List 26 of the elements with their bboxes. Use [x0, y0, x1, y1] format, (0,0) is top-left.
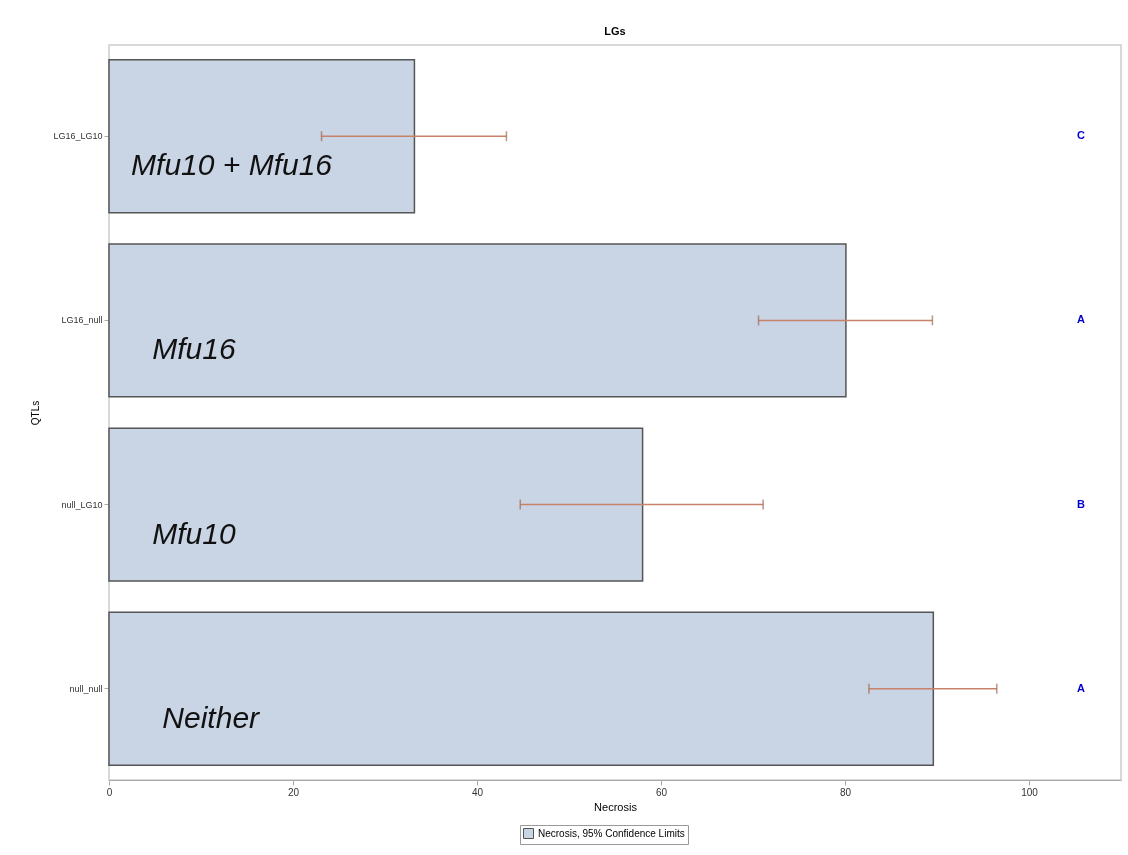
- bar: [108, 243, 847, 398]
- bar: [108, 611, 935, 767]
- x-tick-label: 20: [287, 786, 300, 798]
- x-tick-label: 100: [1021, 786, 1039, 798]
- annotation: C: [1077, 129, 1086, 142]
- y-tick-label: LG16_LG10: [53, 131, 103, 142]
- x-tick-label: 40: [471, 786, 484, 798]
- legend-label: Necrosis, 95% Confidence Limits: [538, 827, 685, 839]
- annotation: A: [1077, 313, 1086, 326]
- y-tick-label: null_LG10: [61, 499, 103, 510]
- annotation: B: [1077, 497, 1086, 510]
- x-axis-title: Necrosis: [594, 800, 638, 813]
- x-tick-label: 80: [839, 786, 852, 798]
- annotation: Mfu10 + Mfu16: [131, 148, 333, 182]
- bar: [108, 58, 416, 214]
- y-tick-label: LG16_null: [61, 315, 103, 326]
- bar: [108, 427, 644, 582]
- annotation: Mfu10: [152, 516, 236, 550]
- y-axis-title: QTLs: [30, 400, 42, 426]
- annotation: Mfu16: [152, 332, 236, 366]
- chart-title: LGs: [604, 25, 626, 37]
- y-tick-label: null_null: [69, 683, 103, 694]
- x-tick-label: 60: [655, 786, 668, 798]
- annotation: A: [1077, 681, 1086, 694]
- annotation: Neither: [162, 700, 261, 734]
- x-tick-label: 0: [106, 786, 113, 798]
